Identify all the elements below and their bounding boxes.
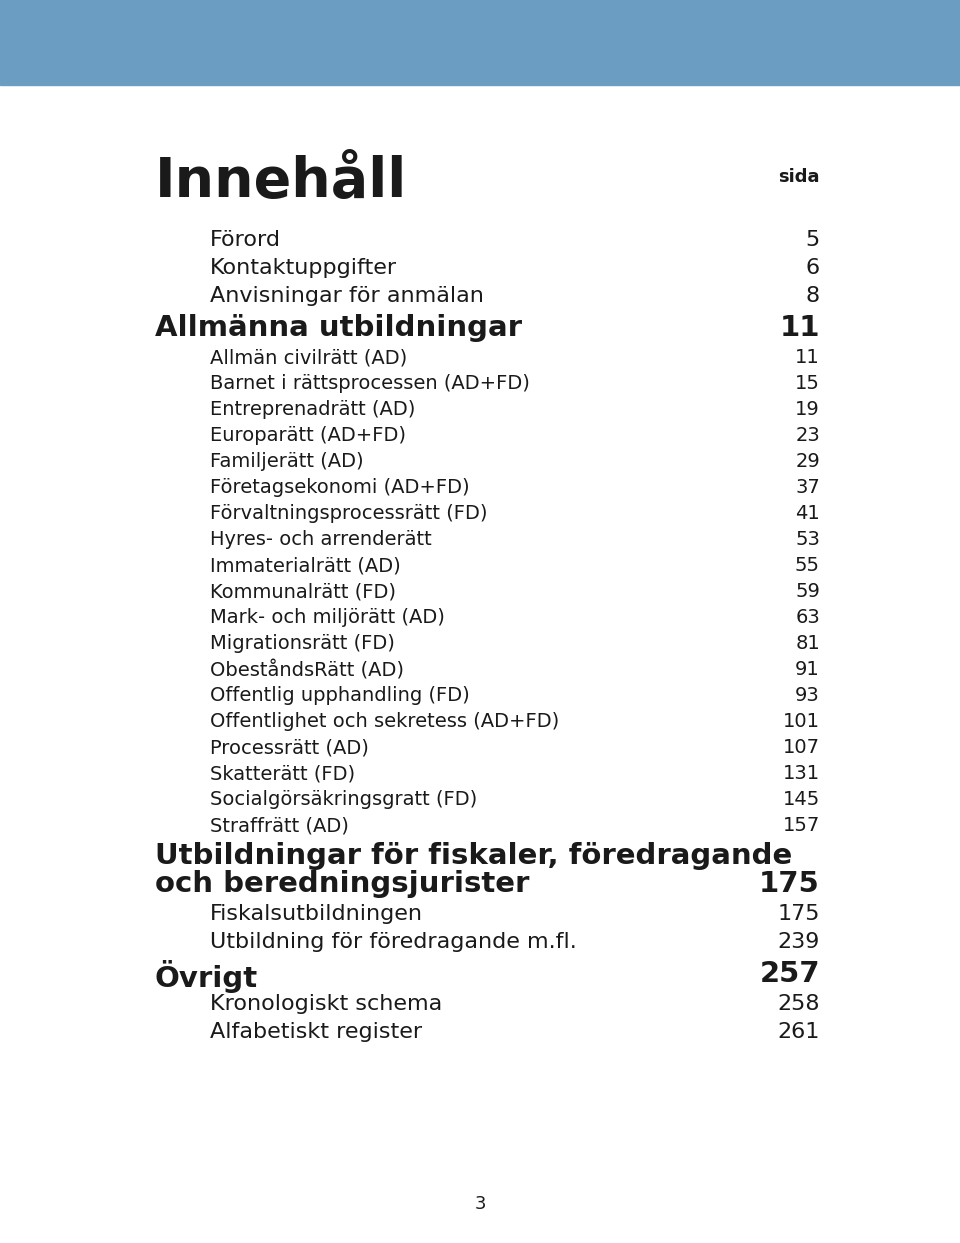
Text: Offentlighet och sekretess (AD+FD): Offentlighet och sekretess (AD+FD) — [210, 712, 560, 731]
Text: 261: 261 — [778, 1022, 820, 1042]
Text: Utbildningar för fiskaler, föredragande: Utbildningar för fiskaler, föredragande — [155, 842, 792, 870]
Text: ObeståndsRätt (AD): ObeståndsRätt (AD) — [210, 660, 404, 680]
Text: 157: 157 — [782, 815, 820, 835]
Text: 81: 81 — [795, 634, 820, 653]
Text: Hyres- och arrenderätt: Hyres- och arrenderätt — [210, 530, 432, 549]
Text: Anvisningar för anmälan: Anvisningar för anmälan — [210, 286, 484, 306]
Text: 6: 6 — [805, 259, 820, 278]
Text: 257: 257 — [759, 960, 820, 988]
Text: Övrigt: Övrigt — [155, 960, 258, 993]
Text: Barnet i rättsprocessen (AD+FD): Barnet i rättsprocessen (AD+FD) — [210, 374, 530, 393]
Text: 55: 55 — [795, 556, 820, 576]
Text: Socialgörsäkringsgratt (FD): Socialgörsäkringsgratt (FD) — [210, 791, 477, 809]
Text: 23: 23 — [795, 426, 820, 445]
Text: 29: 29 — [795, 452, 820, 471]
Text: 53: 53 — [795, 530, 820, 549]
Text: Fiskalsutbildningen: Fiskalsutbildningen — [210, 904, 423, 924]
Text: Företagsekonomi (AD+FD): Företagsekonomi (AD+FD) — [210, 479, 469, 497]
Text: Processrätt (AD): Processrätt (AD) — [210, 738, 369, 757]
Text: 11: 11 — [795, 348, 820, 367]
Text: och beredningsjurister: och beredningsjurister — [155, 870, 529, 897]
Text: 175: 175 — [759, 870, 820, 897]
Bar — [0, 0, 960, 85]
Text: Allmänna utbildningar: Allmänna utbildningar — [155, 314, 522, 342]
Text: sida: sida — [779, 168, 820, 186]
Text: 91: 91 — [795, 660, 820, 679]
Text: 101: 101 — [783, 712, 820, 731]
Text: Innehåll: Innehåll — [155, 155, 407, 209]
Text: Utbildning för föredragande m.fl.: Utbildning för föredragande m.fl. — [210, 932, 577, 952]
Text: Kronologiskt schema: Kronologiskt schema — [210, 994, 443, 1014]
Text: 37: 37 — [795, 479, 820, 497]
Text: 258: 258 — [778, 994, 820, 1014]
Text: 8: 8 — [805, 286, 820, 306]
Text: Straffrätt (AD): Straffrätt (AD) — [210, 815, 348, 835]
Text: Migrationsrätt (FD): Migrationsrätt (FD) — [210, 634, 395, 653]
Text: Familjerätt (AD): Familjerätt (AD) — [210, 452, 364, 471]
Text: 59: 59 — [795, 582, 820, 602]
Text: 3: 3 — [474, 1195, 486, 1213]
Text: 145: 145 — [782, 791, 820, 809]
Text: Kommunalrätt (FD): Kommunalrätt (FD) — [210, 582, 396, 602]
Text: 15: 15 — [795, 374, 820, 393]
Text: 239: 239 — [778, 932, 820, 952]
Text: Allmän civilrätt (AD): Allmän civilrätt (AD) — [210, 348, 407, 367]
Text: 175: 175 — [778, 904, 820, 924]
Text: Entreprenadrätt (AD): Entreprenadrätt (AD) — [210, 400, 416, 419]
Text: 93: 93 — [795, 686, 820, 705]
Text: 19: 19 — [795, 400, 820, 419]
Text: Skatterätt (FD): Skatterätt (FD) — [210, 764, 355, 783]
Text: Mark- och miljörätt (AD): Mark- och miljörätt (AD) — [210, 608, 444, 626]
Text: Förvaltningsprocessrätt (FD): Förvaltningsprocessrätt (FD) — [210, 503, 488, 523]
Text: Immaterialrätt (AD): Immaterialrätt (AD) — [210, 556, 400, 576]
Text: 63: 63 — [795, 608, 820, 626]
Text: 11: 11 — [780, 314, 820, 342]
Text: 5: 5 — [805, 230, 820, 250]
Text: 41: 41 — [795, 503, 820, 523]
Text: Alfabetiskt register: Alfabetiskt register — [210, 1022, 422, 1042]
Text: 107: 107 — [783, 738, 820, 757]
Text: 131: 131 — [782, 764, 820, 783]
Text: Förord: Förord — [210, 230, 281, 250]
Text: Offentlig upphandling (FD): Offentlig upphandling (FD) — [210, 686, 469, 705]
Text: Kontaktuppgifter: Kontaktuppgifter — [210, 259, 397, 278]
Text: Europarätt (AD+FD): Europarätt (AD+FD) — [210, 426, 406, 445]
